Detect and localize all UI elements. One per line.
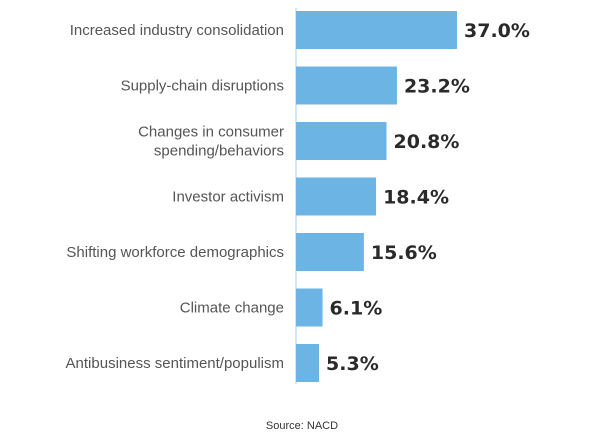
bar xyxy=(296,11,457,49)
category-label-line: Changes in consumer xyxy=(138,124,284,141)
value-label: 6.1% xyxy=(330,298,383,320)
value-label: 37.0% xyxy=(464,20,530,42)
bar xyxy=(296,122,387,160)
bar xyxy=(296,288,323,327)
category-label: Changes in consumer spending/behaviors xyxy=(138,124,284,160)
category-label: Investor activism xyxy=(172,189,284,206)
value-label: 23.2% xyxy=(404,76,470,98)
bar xyxy=(296,344,320,382)
category-label: Antibusiness sentiment/populism xyxy=(66,355,284,372)
category-label-line: Investor activism xyxy=(172,189,284,206)
bar xyxy=(296,233,364,271)
source-note: Source: NACD xyxy=(265,420,339,432)
category-label: Supply-chain disruptions xyxy=(121,78,284,95)
bars xyxy=(296,11,457,382)
category-label: Shifting workforce demographics xyxy=(66,244,284,261)
value-label: 18.4% xyxy=(383,187,449,209)
category-label-line: spending/behaviors xyxy=(154,143,284,160)
category-label-line: Antibusiness sentiment/populism xyxy=(66,355,284,372)
bar xyxy=(296,177,377,216)
category-label: Increased industry consolidation xyxy=(70,22,284,39)
bar-chart: Increased industry consolidation Supply-c… xyxy=(66,8,530,384)
value-label: 20.8% xyxy=(394,131,460,153)
value-labels: 37.0% 23.2% 20.8% 18.4% 15.6% 6.1% 5.3% xyxy=(326,20,530,375)
value-label: 15.6% xyxy=(371,242,437,264)
category-label-line: Climate change xyxy=(180,300,284,317)
category-label-line: Supply-chain disruptions xyxy=(121,78,284,95)
bar xyxy=(296,66,397,105)
category-label-line: Increased industry consolidation xyxy=(70,22,284,39)
category-label: Climate change xyxy=(180,300,284,317)
category-label-line: Shifting workforce demographics xyxy=(66,244,284,261)
value-label: 5.3% xyxy=(326,353,379,375)
category-labels: Increased industry consolidation Supply-c… xyxy=(66,22,284,372)
